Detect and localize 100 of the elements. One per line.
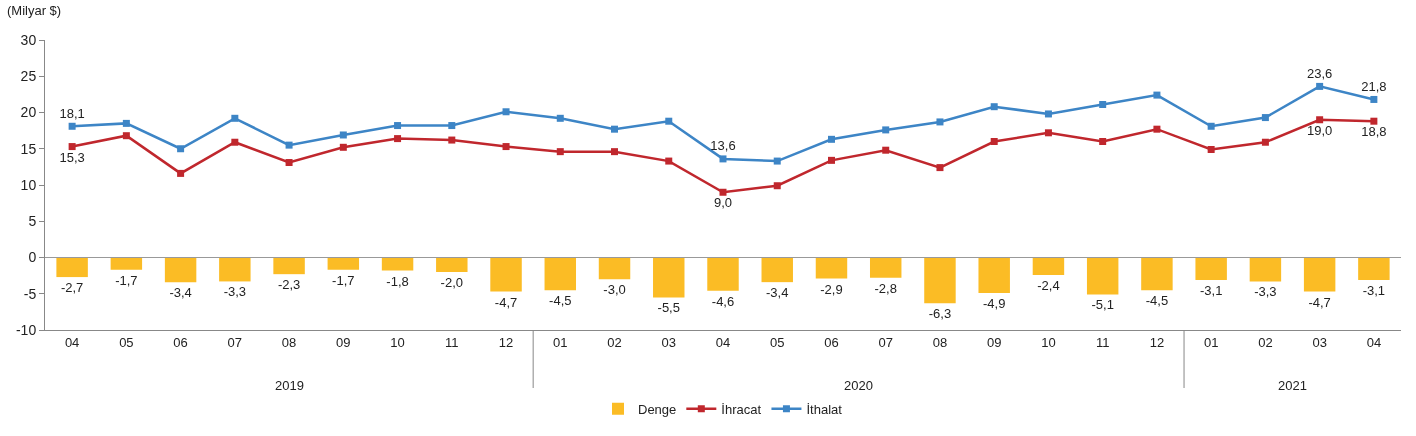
data-label: -2,9	[820, 281, 843, 297]
point	[339, 143, 347, 151]
point	[882, 126, 890, 134]
data-label: -1,7	[115, 272, 138, 288]
y-tick-label: 25	[20, 68, 37, 85]
point	[1370, 117, 1378, 125]
data-label: -4,9	[983, 296, 1006, 312]
point	[448, 136, 456, 144]
x-tick-label: 03	[1312, 334, 1327, 350]
point	[68, 122, 76, 130]
y-tick-label: 20	[20, 104, 37, 121]
point	[1044, 129, 1052, 137]
data-label: -4,7	[494, 294, 518, 310]
x-tick-label: 09	[986, 334, 1002, 350]
point	[882, 146, 890, 154]
data-label: -4,6	[711, 293, 735, 309]
x-tick-label: 05	[119, 334, 134, 350]
y-tick-label: -5	[23, 285, 37, 302]
y-tick-label: 0	[28, 249, 37, 266]
point	[773, 182, 781, 190]
data-label: -4,5	[1145, 293, 1169, 309]
data-label: 18,8	[1361, 124, 1387, 140]
x-tick-label: 10	[1041, 334, 1056, 350]
x-tick-label: 08	[281, 334, 297, 350]
point	[1153, 91, 1161, 99]
x-tick-label: 09	[336, 334, 351, 350]
point	[339, 131, 347, 139]
data-label: 9,0	[713, 195, 733, 211]
x-tick-label: 03	[661, 334, 676, 350]
text: 2019	[275, 378, 304, 393]
point	[448, 122, 456, 130]
point	[611, 148, 619, 156]
point	[827, 135, 835, 143]
y-tick-label: 5	[28, 213, 37, 230]
legend-label: İthalat	[806, 401, 843, 417]
x-tick-label: 02	[607, 334, 622, 350]
legend-label: İhracat	[721, 401, 762, 417]
point	[231, 114, 239, 122]
point	[665, 157, 673, 165]
point	[990, 103, 998, 111]
point	[1261, 114, 1269, 122]
data-label: 19,0	[1306, 122, 1333, 138]
data-label: -3,3	[223, 284, 247, 300]
x-tick-label: 07	[227, 334, 243, 350]
text: 2020	[844, 378, 873, 393]
data-label: -4,5	[549, 293, 572, 309]
point	[285, 141, 293, 149]
data-label: -3,1	[1362, 282, 1386, 298]
x-tick-label: 08	[932, 334, 948, 350]
point	[1370, 95, 1378, 103]
data-label: 23,6	[1306, 65, 1333, 81]
text: 2021	[1278, 378, 1307, 393]
data-label: -2,8	[874, 280, 897, 296]
point	[773, 157, 781, 165]
point	[1207, 145, 1215, 153]
point	[122, 119, 130, 127]
data-label: -3,4	[169, 285, 192, 301]
data-label: -3,3	[1254, 284, 1277, 300]
point	[1207, 122, 1215, 130]
point	[68, 143, 76, 151]
data-label: -3,4	[766, 285, 789, 301]
data-label: -3,1	[1199, 282, 1223, 298]
x-tick-label: 05	[770, 334, 785, 350]
x-tick-label: 12	[1149, 334, 1165, 350]
data-label: -2,4	[1037, 277, 1060, 293]
point	[231, 138, 239, 146]
y-tick-label: 30	[20, 31, 37, 48]
data-label: 13,6	[710, 138, 736, 154]
y-tick-label: 10	[20, 176, 37, 193]
point	[1316, 82, 1324, 90]
point	[1316, 116, 1324, 124]
x-tick-label: 07	[878, 334, 893, 350]
x-tick-label: 06	[173, 334, 188, 350]
point	[1044, 110, 1052, 118]
point	[177, 145, 185, 153]
x-tick-label: 02	[1258, 334, 1273, 350]
point	[719, 188, 727, 196]
x-tick-label: 11	[1095, 334, 1110, 350]
y-tick-label: 15	[20, 140, 37, 157]
data-label: 18,1	[59, 105, 85, 121]
x-tick-label: 12	[498, 334, 514, 350]
x-tick-label: 11	[445, 334, 459, 350]
x-tick-label: 04	[715, 334, 731, 350]
point	[1099, 138, 1107, 145]
point	[1153, 125, 1161, 133]
point	[502, 108, 510, 116]
y-axis-title: (Milyar $)	[7, 3, 62, 18]
data-label: -1,8	[386, 273, 409, 289]
point	[990, 138, 998, 145]
data-label: -5,1	[1091, 297, 1114, 313]
data-label: -5,5	[657, 300, 680, 316]
point	[1099, 101, 1107, 109]
y-tick-label: -10	[15, 321, 37, 338]
x-tick-label: 04	[64, 334, 80, 350]
point	[285, 159, 293, 167]
data-label: -6,3	[928, 306, 952, 322]
data-label: -2,3	[277, 277, 301, 293]
data-label: 21,8	[1361, 78, 1387, 94]
data-label: 15,3	[59, 149, 85, 165]
point	[719, 155, 727, 163]
